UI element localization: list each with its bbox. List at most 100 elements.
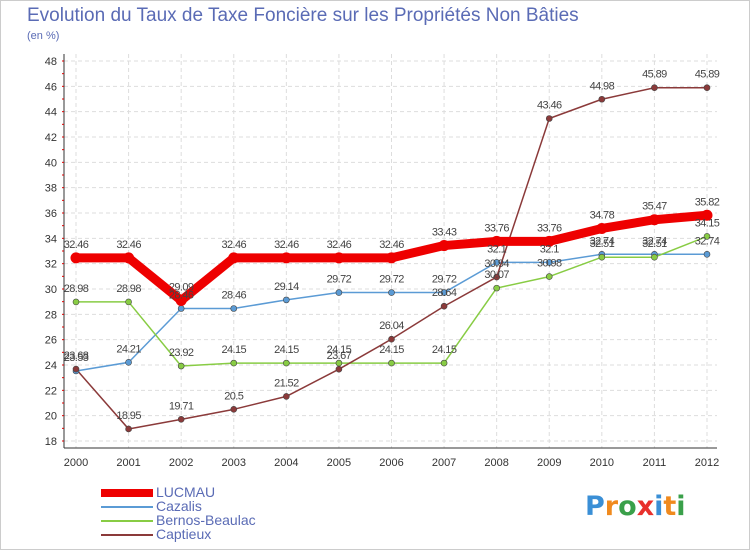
data-label-bernos-beaulac: 30.07 bbox=[484, 269, 509, 281]
data-label-captieux: 45.89 bbox=[695, 69, 720, 81]
data-point-bernos-beaulac bbox=[177, 362, 185, 370]
data-label-cazalis: 32.1 bbox=[487, 243, 506, 255]
data-point-lucmau bbox=[491, 235, 503, 247]
data-point-lucmau bbox=[175, 295, 187, 307]
data-label-lucmau: 32.46 bbox=[116, 239, 141, 251]
data-label-captieux: 21.52 bbox=[274, 377, 299, 389]
data-point-captieux bbox=[440, 302, 448, 310]
data-point-captieux bbox=[651, 84, 658, 92]
data-label-captieux: 44.98 bbox=[590, 80, 615, 92]
x-tick-label: 2001 bbox=[116, 457, 140, 469]
data-label-lucmau: 32.46 bbox=[64, 239, 89, 251]
data-label-lucmau: 34.78 bbox=[590, 209, 615, 221]
x-tick-label: 2002 bbox=[169, 457, 193, 469]
data-label-lucmau: 32.46 bbox=[274, 239, 299, 251]
legend-label: LUCMAU bbox=[156, 484, 216, 500]
data-point-bernos-beaulac bbox=[545, 273, 553, 280]
y-tick-label: 26 bbox=[45, 335, 57, 347]
x-tick-label: 2007 bbox=[432, 457, 456, 469]
proxiti-logo: Proxiti bbox=[585, 491, 686, 522]
y-tick-label: 22 bbox=[45, 385, 57, 397]
data-point-lucmau bbox=[596, 222, 608, 234]
data-point-lucmau bbox=[543, 235, 555, 247]
data-point-lucmau bbox=[70, 252, 82, 264]
legend-swatch bbox=[101, 520, 153, 522]
y-tick-label: 30 bbox=[45, 284, 57, 296]
data-label-captieux: 43.46 bbox=[537, 100, 562, 112]
data-point-cazalis bbox=[283, 296, 290, 304]
data-point-bernos-beaulac bbox=[283, 359, 290, 367]
y-tick-label: 44 bbox=[45, 107, 57, 119]
y-tick-label: 38 bbox=[45, 183, 57, 195]
data-label-captieux: 18.95 bbox=[116, 410, 141, 422]
data-label-bernos-beaulac: 28.98 bbox=[116, 283, 141, 295]
data-point-cazalis bbox=[335, 289, 343, 296]
y-tick-label: 36 bbox=[45, 208, 57, 220]
x-tick-label: 2010 bbox=[590, 457, 614, 469]
data-label-lucmau: 35.82 bbox=[695, 196, 720, 208]
data-label-cazalis: 32.1 bbox=[540, 243, 559, 255]
data-point-captieux bbox=[230, 406, 238, 413]
data-point-cazalis bbox=[125, 359, 132, 366]
legend-swatch bbox=[101, 489, 153, 497]
logo-letter: i bbox=[654, 491, 664, 522]
data-label-cazalis: 29.72 bbox=[379, 274, 404, 286]
data-label-lucmau: 29.09 bbox=[169, 282, 194, 294]
y-tick-label: 46 bbox=[45, 81, 57, 93]
data-label-captieux: 23.68 bbox=[64, 350, 89, 362]
x-tick-label: 2005 bbox=[327, 457, 351, 469]
data-point-bernos-beaulac bbox=[388, 359, 395, 367]
data-label-cazalis: 29.72 bbox=[432, 274, 457, 286]
legend-label: Cazalis bbox=[156, 498, 202, 514]
data-label-cazalis: 23.53 bbox=[64, 352, 89, 364]
x-tick-label: 2011 bbox=[643, 457, 667, 469]
data-point-captieux bbox=[283, 393, 290, 400]
y-tick-label: 20 bbox=[45, 411, 57, 423]
x-tick-label: 2000 bbox=[64, 457, 88, 469]
data-point-lucmau bbox=[386, 252, 397, 264]
y-tick-label: 40 bbox=[45, 157, 57, 169]
data-label-bernos-beaulac: 28.98 bbox=[64, 283, 89, 295]
data-point-lucmau bbox=[280, 252, 292, 264]
logo-letter: r bbox=[604, 491, 619, 522]
data-points bbox=[70, 84, 713, 433]
data-point-cazalis bbox=[440, 289, 448, 296]
data-label-cazalis: 29.14 bbox=[274, 281, 299, 293]
logo-letter: t bbox=[663, 491, 677, 522]
data-label-captieux: 45.89 bbox=[642, 69, 667, 81]
data-label-captieux: 28.64 bbox=[432, 287, 457, 299]
legend-swatch bbox=[101, 534, 153, 536]
legend-swatch bbox=[101, 506, 153, 508]
data-label-cazalis: 24.21 bbox=[116, 343, 141, 355]
x-tick-label: 2003 bbox=[222, 457, 246, 469]
data-point-captieux bbox=[72, 365, 80, 373]
data-label-cazalis: 32.74 bbox=[590, 235, 615, 247]
axes bbox=[62, 54, 717, 449]
data-point-captieux bbox=[335, 365, 343, 373]
data-label-cazalis: 32.74 bbox=[642, 235, 667, 247]
y-tick-label: 28 bbox=[45, 309, 57, 321]
data-point-bernos-beaulac bbox=[230, 359, 238, 367]
data-point-lucmau bbox=[333, 252, 345, 264]
y-tick-label: 48 bbox=[45, 56, 57, 68]
legend-label: Bernos-Beaulac bbox=[156, 512, 256, 528]
logo-letter: i bbox=[676, 491, 686, 522]
data-point-lucmau bbox=[123, 252, 135, 264]
data-label-bernos-beaulac: 32.51 bbox=[590, 238, 615, 250]
data-point-bernos-beaulac bbox=[598, 253, 606, 261]
data-label-lucmau: 32.46 bbox=[327, 239, 352, 251]
data-point-captieux bbox=[493, 273, 500, 281]
data-point-lucmau bbox=[648, 214, 660, 226]
data-label-bernos-beaulac: 24.15 bbox=[432, 344, 457, 356]
data-point-captieux bbox=[703, 84, 711, 92]
data-point-lucmau bbox=[438, 240, 450, 252]
x-tick-label: 2004 bbox=[274, 457, 298, 469]
data-label-cazalis: 29.72 bbox=[327, 274, 352, 286]
data-point-cazalis bbox=[545, 259, 553, 266]
data-point-cazalis bbox=[703, 250, 711, 258]
y-tick-label: 18 bbox=[45, 436, 57, 448]
chart-unit-label: (en %) bbox=[27, 30, 60, 42]
data-point-cazalis bbox=[230, 305, 238, 312]
data-label-bernos-beaulac: 24.15 bbox=[327, 344, 352, 356]
